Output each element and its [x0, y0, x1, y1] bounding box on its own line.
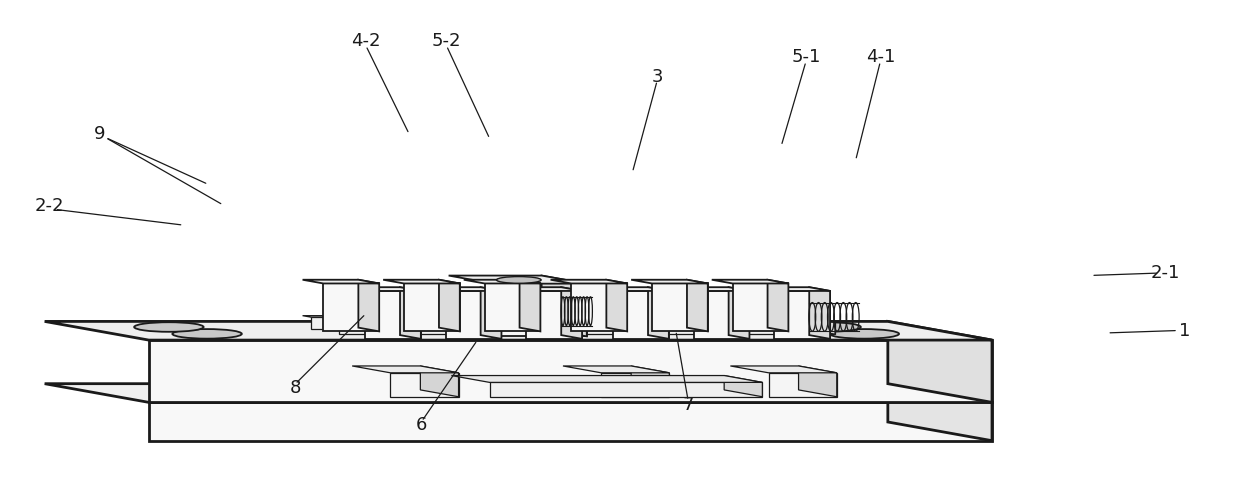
Text: 7: 7 [682, 396, 694, 414]
Polygon shape [563, 366, 670, 373]
Polygon shape [149, 402, 992, 441]
Polygon shape [729, 287, 749, 339]
Polygon shape [345, 287, 420, 291]
Polygon shape [733, 284, 789, 331]
Ellipse shape [830, 329, 899, 339]
Polygon shape [687, 280, 708, 331]
Polygon shape [391, 373, 459, 397]
Polygon shape [652, 284, 708, 331]
Polygon shape [445, 291, 501, 339]
Polygon shape [754, 287, 830, 291]
Polygon shape [799, 316, 807, 329]
Polygon shape [562, 287, 582, 339]
Text: 9: 9 [93, 125, 105, 143]
Polygon shape [520, 280, 541, 331]
Polygon shape [526, 291, 582, 339]
Polygon shape [712, 280, 789, 284]
Ellipse shape [134, 322, 203, 332]
Polygon shape [542, 275, 587, 336]
Polygon shape [449, 275, 587, 284]
Polygon shape [330, 320, 835, 322]
Polygon shape [593, 287, 668, 291]
Ellipse shape [172, 329, 242, 339]
Polygon shape [769, 373, 837, 397]
Polygon shape [352, 366, 459, 373]
Polygon shape [420, 366, 459, 397]
Polygon shape [888, 321, 992, 402]
Polygon shape [425, 287, 501, 291]
Text: 5-1: 5-1 [791, 48, 821, 67]
Polygon shape [303, 280, 379, 284]
Polygon shape [799, 366, 837, 397]
Text: 2-2: 2-2 [35, 197, 64, 215]
Polygon shape [494, 284, 587, 336]
Polygon shape [358, 280, 379, 331]
Polygon shape [551, 280, 627, 284]
Polygon shape [490, 382, 763, 397]
Polygon shape [404, 284, 460, 331]
Polygon shape [826, 320, 835, 334]
Polygon shape [631, 366, 670, 397]
Polygon shape [730, 366, 837, 373]
Polygon shape [768, 280, 789, 331]
Polygon shape [888, 384, 992, 441]
Ellipse shape [496, 276, 541, 283]
Polygon shape [481, 287, 501, 339]
Polygon shape [724, 376, 763, 397]
Polygon shape [631, 280, 708, 284]
Text: 4-2: 4-2 [351, 32, 381, 50]
Polygon shape [572, 284, 627, 331]
Polygon shape [613, 291, 668, 339]
Text: 6: 6 [415, 416, 428, 434]
Polygon shape [303, 316, 807, 317]
Polygon shape [401, 287, 420, 339]
Polygon shape [485, 284, 541, 331]
Text: 4-1: 4-1 [866, 48, 895, 67]
Polygon shape [451, 376, 763, 382]
Polygon shape [649, 287, 668, 339]
Polygon shape [774, 291, 830, 339]
Polygon shape [324, 284, 379, 331]
Polygon shape [693, 291, 749, 339]
Text: 5-2: 5-2 [432, 32, 461, 50]
Polygon shape [601, 373, 670, 397]
Text: 2-1: 2-1 [1151, 264, 1180, 282]
Text: 8: 8 [289, 379, 301, 397]
Polygon shape [149, 340, 992, 402]
Polygon shape [383, 280, 460, 284]
Polygon shape [45, 384, 992, 402]
Text: 3: 3 [651, 68, 663, 86]
Polygon shape [606, 280, 627, 331]
Text: 1: 1 [1178, 321, 1190, 340]
Polygon shape [339, 322, 835, 334]
Polygon shape [45, 321, 992, 340]
Polygon shape [810, 287, 830, 339]
Polygon shape [311, 317, 807, 329]
Polygon shape [506, 287, 582, 291]
Polygon shape [365, 291, 420, 339]
Polygon shape [439, 280, 460, 331]
Polygon shape [673, 287, 749, 291]
Polygon shape [464, 280, 541, 284]
Ellipse shape [791, 322, 861, 332]
